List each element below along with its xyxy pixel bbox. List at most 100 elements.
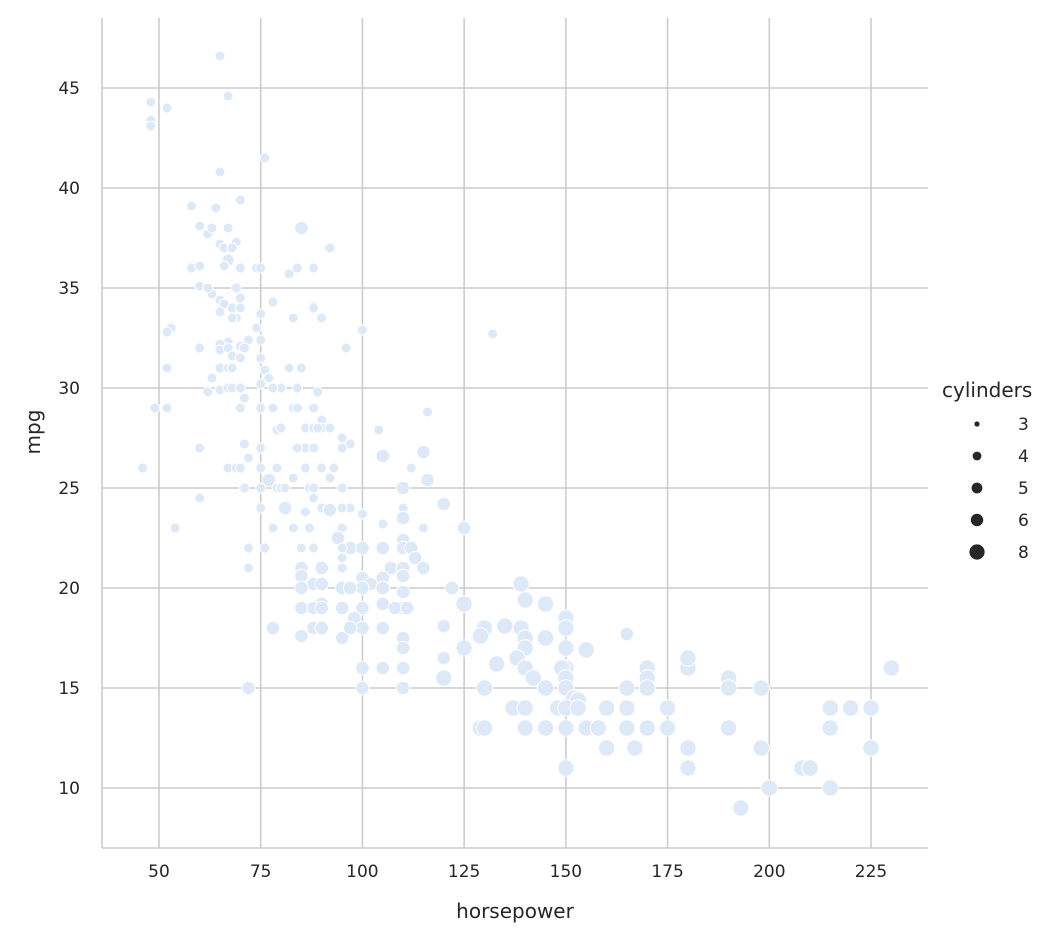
data-point bbox=[161, 402, 173, 414]
data-point bbox=[334, 630, 350, 646]
data-point bbox=[255, 334, 267, 346]
data-point bbox=[416, 560, 431, 576]
data-point bbox=[395, 510, 411, 526]
data-point bbox=[801, 759, 819, 777]
data-point bbox=[255, 442, 267, 454]
data-point bbox=[294, 628, 309, 644]
data-point bbox=[355, 660, 370, 676]
data-point bbox=[355, 680, 370, 696]
x-tick-label: 50 bbox=[148, 862, 170, 882]
points bbox=[137, 50, 901, 817]
data-point bbox=[308, 482, 320, 494]
y-tick-label: 40 bbox=[58, 179, 80, 199]
data-point bbox=[355, 580, 370, 596]
data-point bbox=[137, 462, 149, 474]
y-tick-label: 30 bbox=[58, 379, 80, 399]
data-point bbox=[194, 442, 206, 454]
data-point bbox=[312, 422, 324, 434]
data-point bbox=[356, 508, 368, 520]
data-point bbox=[336, 552, 348, 564]
data-point bbox=[308, 492, 320, 504]
data-point bbox=[557, 719, 575, 737]
data-point bbox=[255, 502, 267, 514]
data-point bbox=[336, 442, 348, 454]
data-point bbox=[569, 699, 587, 717]
legend-marker bbox=[969, 544, 985, 560]
data-point bbox=[316, 312, 328, 324]
data-point bbox=[308, 262, 320, 274]
data-point bbox=[291, 442, 303, 454]
data-point bbox=[638, 679, 656, 697]
data-point bbox=[291, 402, 303, 414]
data-point bbox=[299, 506, 311, 518]
data-point bbox=[234, 462, 246, 474]
data-point bbox=[161, 326, 173, 338]
data-point bbox=[420, 472, 435, 488]
data-point bbox=[387, 600, 403, 616]
y-tick-label: 20 bbox=[58, 579, 80, 599]
data-point bbox=[267, 522, 279, 534]
data-point bbox=[618, 719, 636, 737]
data-point bbox=[679, 759, 697, 777]
data-point bbox=[408, 550, 423, 566]
data-point bbox=[882, 659, 901, 677]
data-point bbox=[395, 680, 411, 696]
data-point bbox=[186, 200, 197, 212]
data-point bbox=[251, 322, 263, 334]
legend-marker bbox=[972, 451, 982, 461]
data-point bbox=[487, 328, 499, 340]
data-point bbox=[732, 799, 750, 817]
data-point bbox=[322, 502, 338, 518]
data-point bbox=[455, 639, 473, 657]
data-point bbox=[294, 600, 309, 616]
data-point bbox=[194, 492, 206, 504]
x-axis-title: horsepower bbox=[456, 899, 574, 923]
data-point bbox=[557, 639, 575, 657]
data-point bbox=[277, 500, 293, 516]
legend: cylinders 3 4 5 6 8 bbox=[942, 378, 1032, 563]
data-point bbox=[238, 438, 250, 450]
data-point bbox=[226, 242, 238, 254]
data-point bbox=[161, 102, 173, 114]
data-point bbox=[243, 452, 254, 464]
data-point bbox=[238, 392, 250, 404]
data-point bbox=[299, 462, 311, 474]
data-point bbox=[512, 575, 530, 593]
data-point bbox=[597, 699, 616, 717]
data-point bbox=[308, 442, 320, 454]
data-point bbox=[308, 302, 320, 314]
x-tick-label: 125 bbox=[448, 862, 480, 882]
data-point bbox=[557, 759, 575, 777]
data-point bbox=[145, 120, 157, 132]
data-point bbox=[234, 302, 246, 314]
y-tick-label: 10 bbox=[58, 779, 80, 799]
data-point bbox=[328, 462, 340, 474]
data-point bbox=[304, 522, 315, 534]
data-point bbox=[259, 152, 271, 164]
y-tick-label: 45 bbox=[58, 79, 80, 99]
data-point bbox=[255, 402, 267, 414]
data-point bbox=[279, 482, 291, 494]
data-point bbox=[294, 220, 309, 236]
data-point bbox=[283, 362, 295, 374]
x-tick-label: 75 bbox=[250, 862, 272, 882]
data-point bbox=[263, 372, 275, 384]
data-point bbox=[194, 220, 206, 232]
data-point bbox=[618, 679, 636, 697]
data-point bbox=[314, 576, 330, 592]
data-point bbox=[295, 542, 307, 554]
data-point bbox=[238, 342, 250, 354]
data-point bbox=[436, 496, 452, 512]
data-point bbox=[456, 520, 472, 536]
data-point bbox=[488, 655, 506, 673]
data-point bbox=[234, 262, 246, 274]
data-point bbox=[356, 324, 368, 336]
data-point bbox=[287, 472, 299, 484]
data-point bbox=[597, 739, 616, 757]
data-point bbox=[210, 202, 222, 214]
y-tick-label: 35 bbox=[58, 279, 80, 299]
data-point bbox=[422, 406, 433, 418]
data-point bbox=[444, 580, 460, 596]
data-point bbox=[202, 282, 214, 294]
data-point bbox=[194, 342, 206, 354]
